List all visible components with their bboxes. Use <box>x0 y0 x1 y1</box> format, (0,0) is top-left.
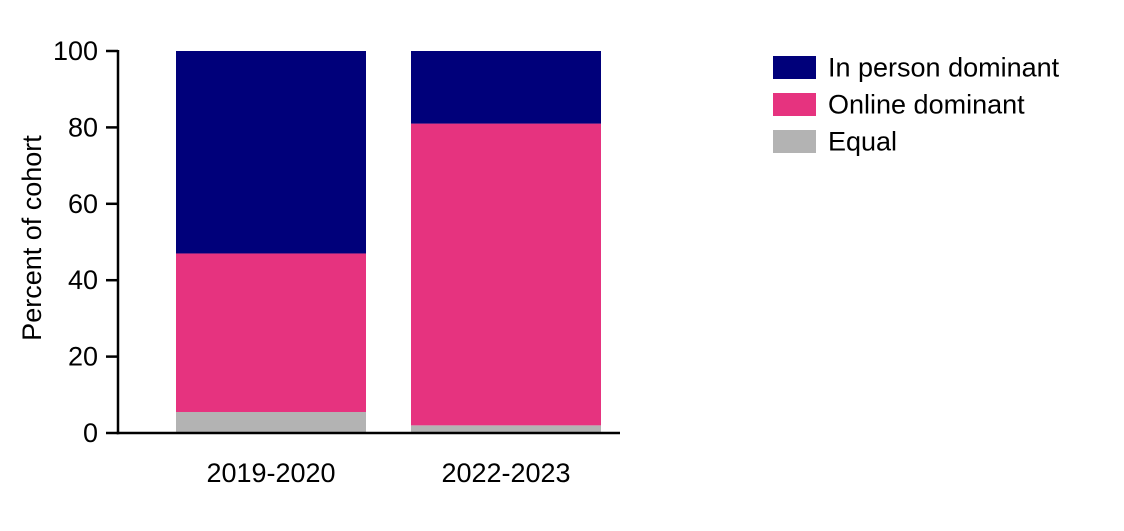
axes-layer <box>116 50 620 435</box>
bars-layer <box>176 51 601 433</box>
y-axis-title: Percent of cohort <box>17 135 47 341</box>
legend-label-in-person-dominant: In person dominant <box>828 53 1060 83</box>
legend-swatch-online-dominant <box>773 93 816 116</box>
bar-segment-equal-2019-2020 <box>176 411 366 433</box>
y-axis-ticks: 0 20 40 60 80 100 <box>53 36 118 448</box>
y-tick-label-80: 80 <box>68 112 98 142</box>
y-tick-label-60: 60 <box>68 189 98 219</box>
x-axis-ticks: 2019-2020 2022-2023 <box>206 458 570 488</box>
bar-segment-online-dominant-2022-2023 <box>411 123 601 426</box>
bar-segment-equal-2022-2023 <box>411 425 601 433</box>
y-tick-label-0: 0 <box>83 418 98 448</box>
y-tick-label-100: 100 <box>53 36 98 66</box>
bar-segment-in-person-dominant-2022-2023 <box>411 51 601 124</box>
legend-label-equal: Equal <box>828 127 897 157</box>
y-tick-label-40: 40 <box>68 265 98 295</box>
legend-swatch-in-person-dominant <box>773 56 816 79</box>
legend: In person dominant Online dominant Equal <box>773 53 1060 157</box>
bar-segment-in-person-dominant-2019-2020 <box>176 51 366 254</box>
bar-segment-online-dominant-2019-2020 <box>176 253 366 412</box>
y-tick-label-20: 20 <box>68 342 98 372</box>
x-tick-label-2019-2020: 2019-2020 <box>206 458 335 488</box>
x-tick-label-2022-2023: 2022-2023 <box>441 458 570 488</box>
legend-swatch-equal <box>773 130 816 153</box>
legend-label-online-dominant: Online dominant <box>828 90 1025 120</box>
